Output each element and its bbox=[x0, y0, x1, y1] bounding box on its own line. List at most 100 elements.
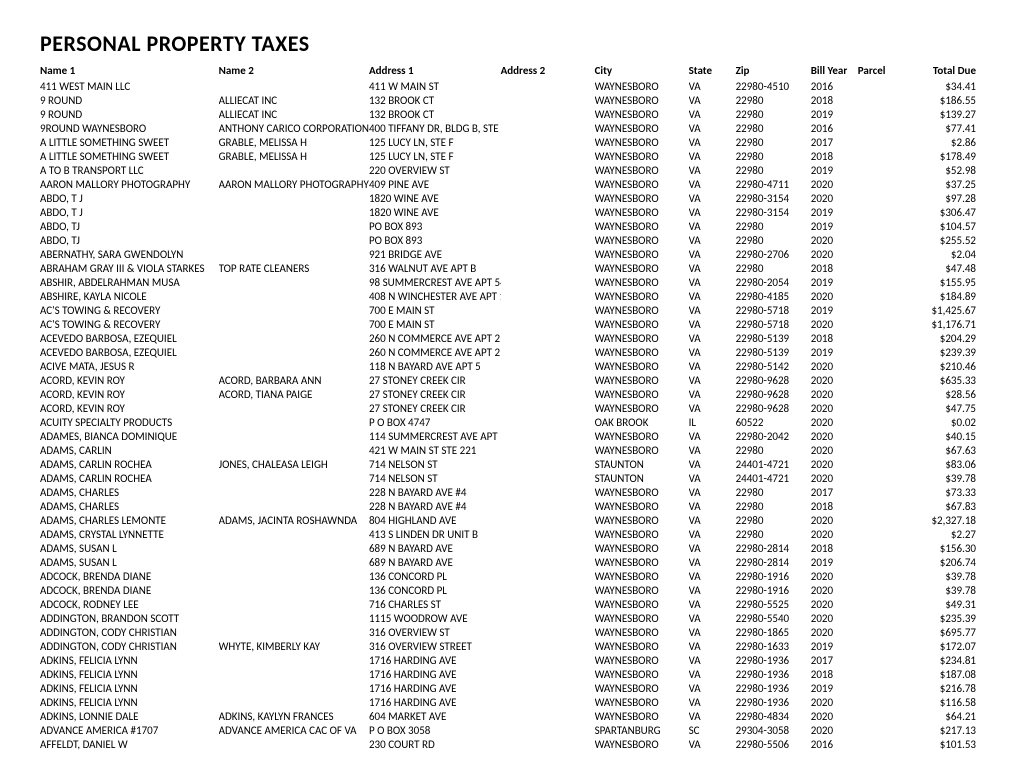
table-cell bbox=[501, 373, 595, 387]
table-cell bbox=[858, 233, 914, 247]
table-cell: WAYNESBORO bbox=[595, 541, 689, 555]
table-cell bbox=[501, 681, 595, 695]
table-cell: WAYNESBORO bbox=[595, 709, 689, 723]
table-row: ADAMS, SUSAN L689 N BAYARD AVEWAYNESBORO… bbox=[40, 555, 980, 569]
table-cell: $178.49 bbox=[914, 149, 980, 163]
table-cell: 2018 bbox=[811, 541, 858, 555]
table-cell bbox=[858, 247, 914, 261]
table-cell: WAYNESBORO bbox=[595, 303, 689, 317]
table-cell bbox=[858, 541, 914, 555]
table-cell bbox=[219, 205, 369, 219]
table-cell: ADKINS, FELICIA LYNN bbox=[40, 681, 219, 695]
table-cell: VA bbox=[689, 107, 736, 121]
table-row: 9ROUND WAYNESBOROANTHONY CARICO CORPORAT… bbox=[40, 121, 980, 135]
table-cell: 804 HIGHLAND AVE bbox=[369, 513, 501, 527]
table-cell: 2020 bbox=[811, 289, 858, 303]
table-cell: VA bbox=[689, 541, 736, 555]
table-cell bbox=[501, 191, 595, 205]
table-cell: $52.98 bbox=[914, 163, 980, 177]
table-cell bbox=[858, 555, 914, 569]
table-cell: $77.41 bbox=[914, 121, 980, 135]
table-cell bbox=[858, 639, 914, 653]
table-cell bbox=[858, 121, 914, 135]
table-cell: 2016 bbox=[811, 79, 858, 93]
table-cell: WAYNESBORO bbox=[595, 611, 689, 625]
table-cell: 9ROUND WAYNESBORO bbox=[40, 121, 219, 135]
table-cell bbox=[501, 107, 595, 121]
table-cell: 2020 bbox=[811, 625, 858, 639]
table-cell: A LITTLE SOMETHING SWEET bbox=[40, 135, 219, 149]
table-cell: WAYNESBORO bbox=[595, 79, 689, 93]
table-cell bbox=[219, 317, 369, 331]
table-row: ACORD, KEVIN ROYACORD, BARBARA ANN27 STO… bbox=[40, 373, 980, 387]
table-cell: 132 BROOK CT bbox=[369, 107, 501, 121]
table-cell: $37.25 bbox=[914, 177, 980, 191]
table-cell: 2018 bbox=[811, 149, 858, 163]
table-cell: 27 STONEY CREEK CIR bbox=[369, 387, 501, 401]
table-body: 411 WEST MAIN LLC411 W MAIN STWAYNESBORO… bbox=[40, 79, 980, 751]
table-cell bbox=[219, 597, 369, 611]
table-cell: $2,327.18 bbox=[914, 513, 980, 527]
table-cell: WAYNESBORO bbox=[595, 135, 689, 149]
table-row: ADAMS, CHARLES LEMONTEADAMS, JACINTA ROS… bbox=[40, 513, 980, 527]
table-cell: JONES, CHALEASA LEIGH bbox=[219, 457, 369, 471]
table-cell bbox=[858, 429, 914, 443]
table-cell: VA bbox=[689, 457, 736, 471]
table-cell bbox=[858, 681, 914, 695]
table-cell bbox=[501, 541, 595, 555]
table-row: ACEVEDO BARBOSA, EZEQUIEL260 N COMMERCE … bbox=[40, 345, 980, 359]
table-row: ADKINS, FELICIA LYNN1716 HARDING AVEWAYN… bbox=[40, 695, 980, 709]
table-row: ADKINS, FELICIA LYNN1716 HARDING AVEWAYN… bbox=[40, 681, 980, 695]
table-cell: 1716 HARDING AVE bbox=[369, 695, 501, 709]
table-cell bbox=[858, 583, 914, 597]
table-cell: 22980-5540 bbox=[736, 611, 811, 625]
table-cell: VA bbox=[689, 149, 736, 163]
table-row: ADAMS, CARLIN ROCHEA714 NELSON STSTAUNTO… bbox=[40, 471, 980, 485]
table-cell: ACORD, KEVIN ROY bbox=[40, 401, 219, 415]
table-cell: 2020 bbox=[811, 429, 858, 443]
table-cell: 2020 bbox=[811, 317, 858, 331]
table-cell bbox=[219, 471, 369, 485]
table-cell: 2020 bbox=[811, 457, 858, 471]
table-cell: 29304-3058 bbox=[736, 723, 811, 737]
table-cell: $2.27 bbox=[914, 527, 980, 541]
table-cell: ADDINGTON, CODY CHRISTIAN bbox=[40, 625, 219, 639]
table-row: ACORD, KEVIN ROYACORD, TIANA PAIGE27 STO… bbox=[40, 387, 980, 401]
table-cell: VA bbox=[689, 695, 736, 709]
table-cell: $49.31 bbox=[914, 597, 980, 611]
table-cell: SC bbox=[689, 723, 736, 737]
table-cell bbox=[501, 723, 595, 737]
table-row: ADAMS, CARLIN421 W MAIN ST STE 221WAYNES… bbox=[40, 443, 980, 457]
table-cell: VA bbox=[689, 233, 736, 247]
table-cell: WAYNESBORO bbox=[595, 93, 689, 107]
table-cell: 22980-5139 bbox=[736, 331, 811, 345]
table-cell: ALLIECAT INC bbox=[219, 93, 369, 107]
table-cell: ABDO, TJ bbox=[40, 233, 219, 247]
table-cell: VA bbox=[689, 429, 736, 443]
table-cell: 9 ROUND bbox=[40, 93, 219, 107]
table-cell: 2018 bbox=[811, 331, 858, 345]
table-cell bbox=[219, 443, 369, 457]
table-cell: $186.55 bbox=[914, 93, 980, 107]
table-cell: WAYNESBORO bbox=[595, 597, 689, 611]
table-cell: AC'S TOWING & RECOVERY bbox=[40, 303, 219, 317]
table-cell bbox=[219, 667, 369, 681]
table-cell: ADCOCK, RODNEY LEE bbox=[40, 597, 219, 611]
table-cell: 118 N BAYARD AVE APT 5 bbox=[369, 359, 501, 373]
table-cell: 2020 bbox=[811, 415, 858, 429]
table-cell: 22980-1633 bbox=[736, 639, 811, 653]
table-cell: 22980-4834 bbox=[736, 709, 811, 723]
table-cell: VA bbox=[689, 639, 736, 653]
table-cell: 22980-1936 bbox=[736, 667, 811, 681]
table-cell: 22980-3154 bbox=[736, 205, 811, 219]
table-cell bbox=[858, 359, 914, 373]
table-cell: 2020 bbox=[811, 443, 858, 457]
table-cell bbox=[501, 219, 595, 233]
table-cell: 1716 HARDING AVE bbox=[369, 681, 501, 695]
table-cell: 411 W MAIN ST bbox=[369, 79, 501, 93]
table-cell: ACORD, BARBARA ANN bbox=[219, 373, 369, 387]
table-cell bbox=[858, 373, 914, 387]
table-cell: 60522 bbox=[736, 415, 811, 429]
table-cell: 2020 bbox=[811, 177, 858, 191]
table-cell bbox=[858, 401, 914, 415]
